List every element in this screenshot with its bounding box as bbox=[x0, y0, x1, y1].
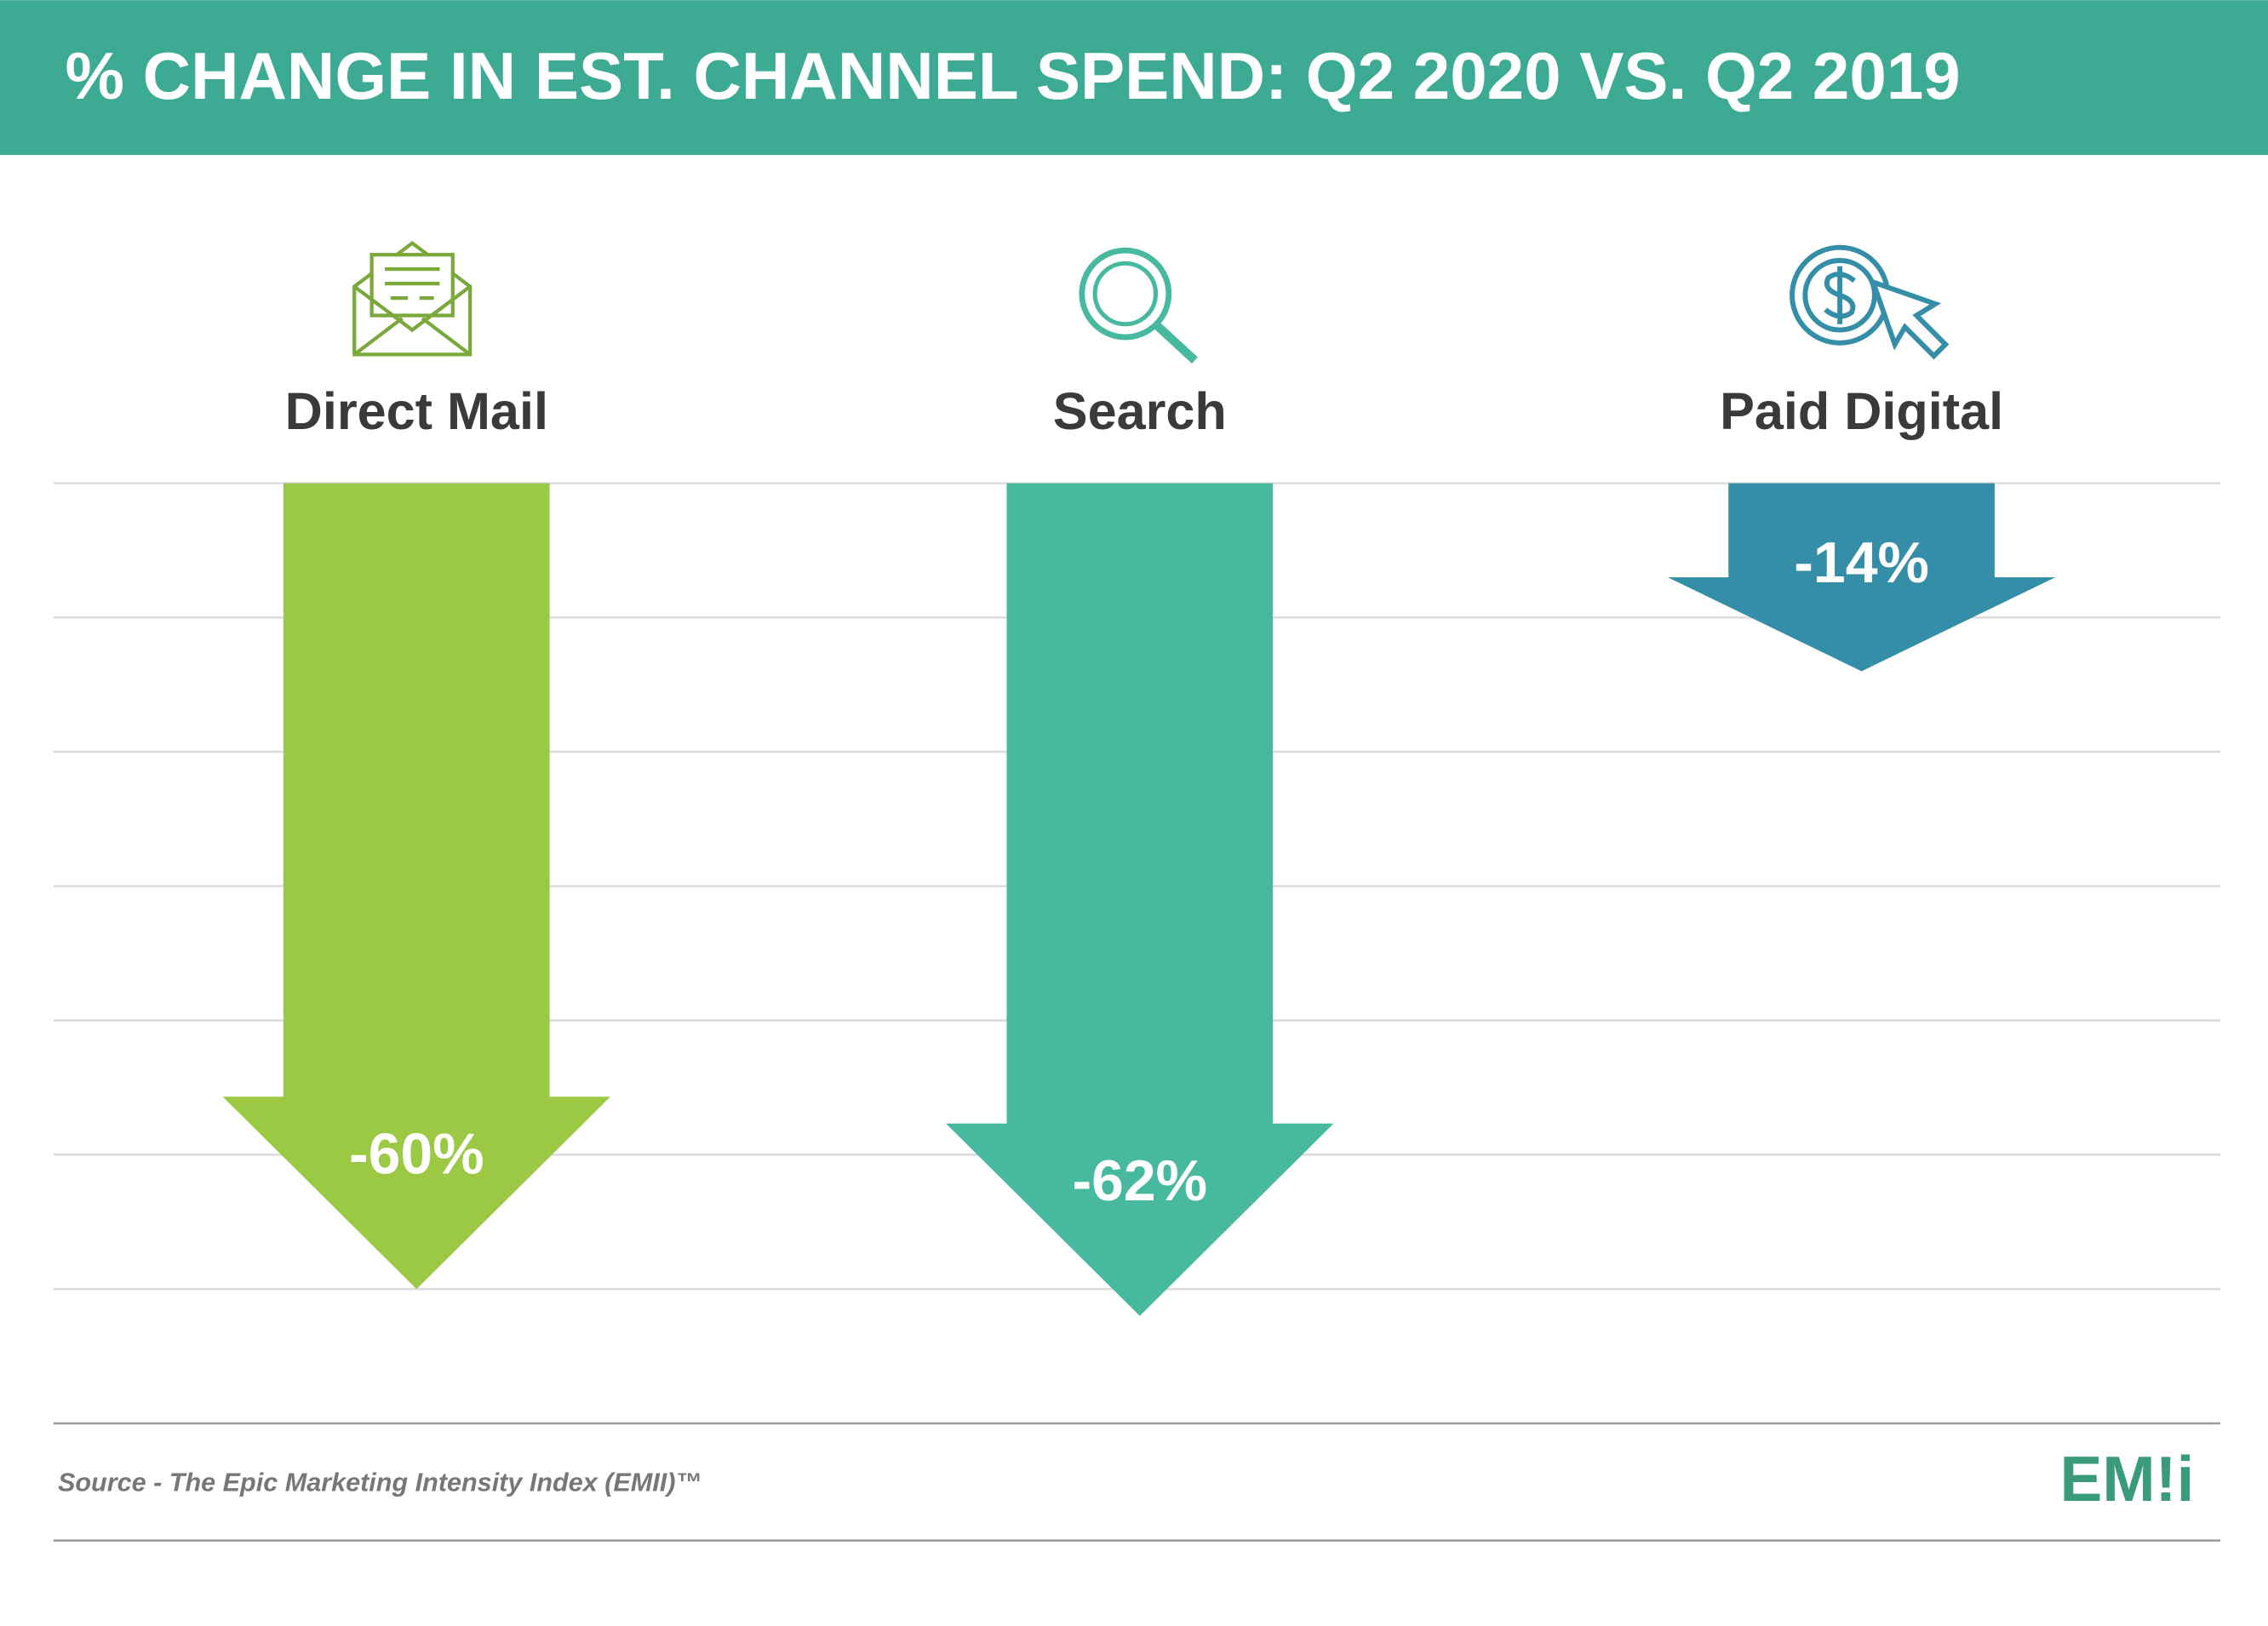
arrow-bar bbox=[1667, 483, 2056, 672]
value-label: -60% bbox=[349, 1122, 484, 1187]
logo: EM!i bbox=[2060, 1443, 2195, 1514]
source-note: Source - The Epic Marketing Intensity In… bbox=[58, 1468, 702, 1497]
search-icon bbox=[1079, 247, 1198, 364]
paid-digital-icon bbox=[1790, 244, 1950, 360]
category-label: Paid Digital bbox=[1720, 382, 2003, 440]
title-banner bbox=[0, 0, 2268, 155]
category-label: Search bbox=[1053, 382, 1227, 440]
arrow-bar bbox=[222, 483, 610, 1290]
value-label: -62% bbox=[1072, 1148, 1207, 1213]
arrow-bar bbox=[946, 483, 1334, 1316]
chart-title: % CHANGE IN EST. CHANNEL SPEND: Q2 2020 … bbox=[65, 38, 1960, 113]
value-label: -14% bbox=[1794, 530, 1929, 595]
category-label: Direct Mail bbox=[285, 382, 548, 440]
mail-icon bbox=[352, 240, 472, 357]
